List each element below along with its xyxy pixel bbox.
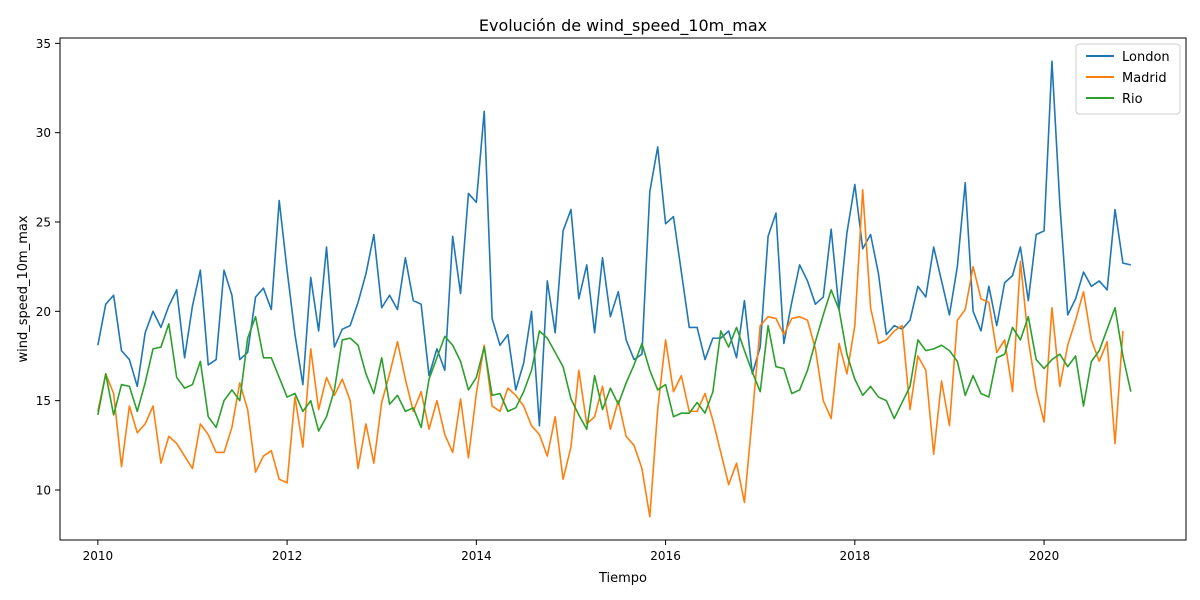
x-tick-label: 2012: [272, 549, 303, 563]
x-axis-label: Tiempo: [598, 571, 647, 586]
x-tick-label: 2014: [461, 549, 492, 563]
y-axis-ticks: 10 15 20 25 30 35: [36, 37, 60, 497]
series-line-rio: [97, 289, 1132, 432]
plot-area-frame: [59, 37, 1187, 541]
legend-label-london: London: [1122, 50, 1170, 65]
y-tick-label: 30: [36, 126, 51, 140]
y-tick-label: 10: [36, 483, 51, 497]
legend-box: [1075, 43, 1181, 115]
y-tick-label: 25: [36, 216, 51, 230]
y-tick-label: 20: [36, 305, 51, 319]
series-line-london: [97, 60, 1131, 427]
x-axis-ticks: 2010 2012 2014 2016 2018 2020: [83, 540, 1060, 563]
legend-label-madrid: Madrid: [1122, 71, 1167, 86]
y-tick-label: 35: [36, 37, 51, 51]
series-layer: [97, 60, 1132, 518]
x-tick-label: 2020: [1029, 549, 1060, 563]
x-tick-label: 2018: [840, 549, 871, 563]
x-tick-label: 2010: [83, 549, 114, 563]
y-tick-label: 15: [36, 394, 51, 408]
chart-title: Evolución de wind_speed_10m_max: [479, 16, 767, 36]
legend-label-rio: Rio: [1122, 92, 1143, 107]
series-line-madrid: [97, 189, 1124, 518]
x-tick-label: 2016: [650, 549, 681, 563]
legend: London Madrid Rio: [1075, 43, 1181, 115]
y-axis-label: wind_speed_10m_max: [16, 215, 31, 362]
